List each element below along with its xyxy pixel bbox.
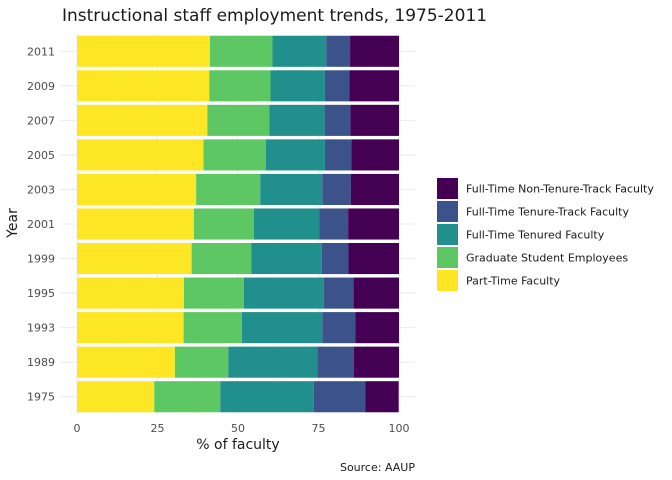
bar-2003-series-1 <box>196 173 261 205</box>
bar-1989-series-0 <box>77 346 175 378</box>
y-tick-2003: 2003 <box>27 183 55 196</box>
bar-2003-series-2 <box>260 173 323 205</box>
bar-2007-series-1 <box>207 104 270 136</box>
x-tick-labels: 0 25 50 75 100 <box>74 422 410 435</box>
bar-1999-series-1 <box>191 243 252 275</box>
legend-key-2 <box>437 224 458 245</box>
y-tick-2005: 2005 <box>27 149 55 162</box>
bar-1989-series-2 <box>228 346 318 378</box>
bar-1975-series-4 <box>365 381 399 413</box>
bar-1995-series-3 <box>323 277 354 309</box>
bar-1999-series-3 <box>321 243 349 275</box>
legend-key-1 <box>437 201 458 222</box>
bar-2009-series-2 <box>270 70 325 102</box>
bar-1995-series-1 <box>183 277 244 309</box>
legend-key-4 <box>437 270 458 291</box>
x-tick-50: 50 <box>231 422 245 435</box>
x-axis-title: % of faculty <box>196 437 279 453</box>
bar-1975-series-1 <box>154 381 221 413</box>
y-tick-1989: 1989 <box>27 356 55 369</box>
bar-1989-series-3 <box>317 346 354 378</box>
bar-2005-series-1 <box>203 139 267 171</box>
bar-1995-series-4 <box>353 277 399 309</box>
legend: Full-Time Non-Tenure-Track Faculty Full-T… <box>437 178 654 291</box>
bar-1975-series-0 <box>77 381 155 413</box>
bar-1995-series-2 <box>243 277 324 309</box>
bar-1993-series-0 <box>77 312 184 344</box>
bar-2011-series-2 <box>272 35 327 67</box>
bar-1995-series-0 <box>77 277 184 309</box>
bar-2011-series-4 <box>350 35 399 67</box>
bar-2007-series-2 <box>269 104 325 136</box>
x-tick-100: 100 <box>389 422 410 435</box>
bar-2005-series-3 <box>324 139 352 171</box>
bar-1999-series-0 <box>77 243 192 275</box>
y-tick-1993: 1993 <box>27 322 55 335</box>
y-tick-labels: 1975 1989 1993 1995 1999 2001 2003 2005 2007 2009… <box>27 45 55 403</box>
legend-label-4: Part-Time Faculty <box>466 275 561 288</box>
chart-title: Instructional staff employment trends, 1… <box>62 6 487 26</box>
bars <box>77 35 399 413</box>
bar-2005-series-0 <box>77 139 204 171</box>
legend-label-2: Full-Time Tenured Faculty <box>466 229 605 242</box>
bar-2007-series-0 <box>77 104 208 136</box>
caption: Source: AAUP <box>340 461 415 474</box>
bar-1993-series-4 <box>355 312 399 344</box>
bar-1993-series-1 <box>183 312 242 344</box>
bar-2007-series-3 <box>324 104 351 136</box>
bar-2001-series-1 <box>193 208 254 240</box>
y-tick-1999: 1999 <box>27 253 55 266</box>
x-tick-75: 75 <box>312 422 326 435</box>
x-tick-25: 25 <box>151 422 165 435</box>
bar-2003-series-0 <box>77 173 197 205</box>
x-tick-0: 0 <box>74 422 81 435</box>
bar-1999-series-4 <box>348 243 399 275</box>
bar-1989-series-1 <box>174 346 229 378</box>
legend-key-3 <box>437 247 458 268</box>
bar-1993-series-3 <box>322 312 356 344</box>
legend-key-0 <box>437 178 458 199</box>
bar-2001-series-2 <box>253 208 320 240</box>
bar-2011-series-1 <box>209 35 273 67</box>
bar-1993-series-2 <box>241 312 323 344</box>
bar-2001-series-3 <box>319 208 349 240</box>
bar-2009-series-3 <box>324 70 350 102</box>
legend-label-1: Full-Time Tenure-Track Faculty <box>466 206 629 219</box>
bar-2005-series-4 <box>351 139 399 171</box>
bar-2009-series-0 <box>77 70 210 102</box>
bar-1989-series-4 <box>353 346 399 378</box>
y-tick-2011: 2011 <box>27 45 55 58</box>
y-tick-2001: 2001 <box>27 218 55 231</box>
bar-1999-series-2 <box>251 243 322 275</box>
y-tick-1995: 1995 <box>27 287 55 300</box>
legend-label-3: Graduate Student Employees <box>466 252 628 265</box>
bar-2009-series-1 <box>209 70 271 102</box>
bar-2001-series-4 <box>348 208 399 240</box>
bar-1975-series-2 <box>220 381 314 413</box>
y-axis-title: Year <box>5 208 21 239</box>
bar-2003-series-4 <box>350 173 399 205</box>
bar-2009-series-4 <box>349 70 399 102</box>
bar-2003-series-3 <box>322 173 351 205</box>
legend-label-0: Full-Time Non-Tenure-Track Faculty <box>466 183 654 196</box>
bar-2001-series-0 <box>77 208 194 240</box>
y-tick-1975: 1975 <box>27 391 55 404</box>
bar-2011-series-0 <box>77 35 210 67</box>
y-tick-2009: 2009 <box>27 80 55 93</box>
bar-2007-series-4 <box>350 104 399 136</box>
y-tick-2007: 2007 <box>27 114 55 127</box>
bar-1975-series-3 <box>313 381 366 413</box>
bar-2011-series-3 <box>326 35 351 67</box>
bar-2005-series-2 <box>266 139 325 171</box>
